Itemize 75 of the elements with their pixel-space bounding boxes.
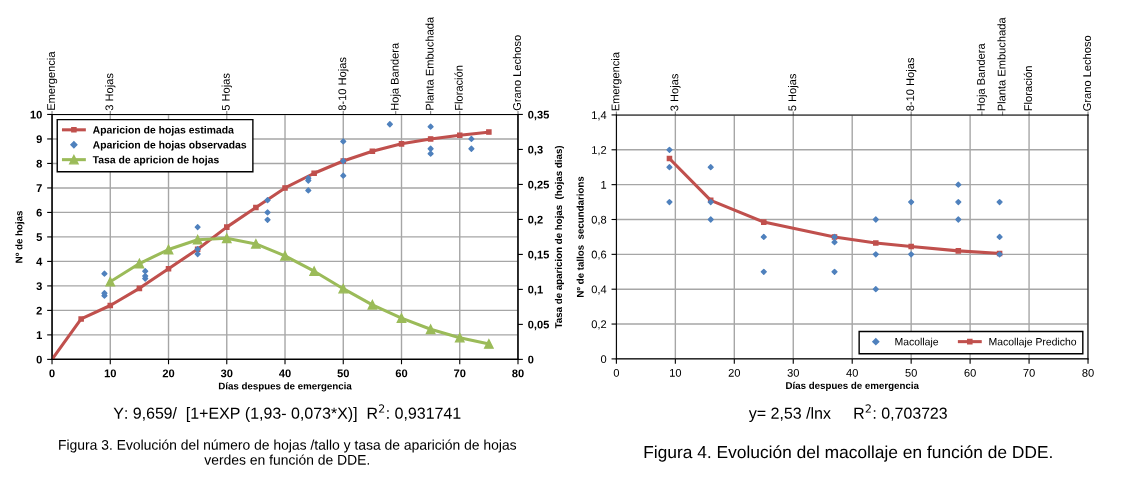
ref-line-label: Grano Lechoso <box>1082 35 1091 111</box>
legend-label: Macollaje <box>895 337 939 348</box>
x-tick-label: 20 <box>162 369 175 378</box>
x-tick-label: 0 <box>49 369 55 378</box>
y-tick-label: 0,8 <box>591 215 607 225</box>
legend-label: Macollaje Predicho <box>989 337 1077 348</box>
x-tick-label: 10 <box>670 368 682 377</box>
x-tick-label: 40 <box>279 369 291 378</box>
x-tick-label: 30 <box>220 369 233 378</box>
ref-line-label: Planta Embuchada <box>425 16 434 110</box>
y2-axis-title: Tasa de aparicion de hojas (hojas dias) <box>554 145 564 329</box>
x-tick-label: 10 <box>104 369 116 378</box>
ref-line-label: Hoja Bandera <box>390 42 401 110</box>
x-tick-label: 20 <box>728 368 741 377</box>
y2-tick-label: 0,15 <box>528 250 550 261</box>
ref-line-label: Emergencia <box>46 51 58 110</box>
text: Figura 3. Evolución del número de hojas /tallo y tasa de aparición de hojas verdes en función de DDE. <box>59 439 517 465</box>
x-tick-label: 50 <box>905 368 917 377</box>
y2-tick-label: 0,2 <box>528 215 543 226</box>
x-tick-label: 70 <box>454 369 466 378</box>
text: y= 2,53 /lnx R$^{2}$: 0,703723 <box>748 404 947 422</box>
y-tick-label: 1,2 <box>592 146 607 156</box>
y2-tick-label: 0,25 <box>528 180 550 191</box>
y-tick-label: 0,6 <box>591 250 607 260</box>
y-tick-label: 1,4 <box>592 111 607 121</box>
ref-line-label: 8-10 Hojas <box>338 57 349 111</box>
y-tick-label: 8 <box>36 159 42 168</box>
y-tick-label: 5 <box>36 233 42 242</box>
y2-tick-label: 0,05 <box>528 320 550 331</box>
x-tick-label: 40 <box>846 368 858 377</box>
y-axis-title: Nº de tallos secundarions <box>576 176 584 297</box>
y-tick-label: 10 <box>30 110 42 119</box>
ref-line-label: 5 Hojas <box>221 73 232 111</box>
x-tick-label: 80 <box>512 369 524 378</box>
y-tick-label: 0 <box>36 355 42 364</box>
y-tick-label: 1 <box>601 181 607 189</box>
legend-label: Tasa de apricion de hojas <box>92 155 219 166</box>
ref-line-label: Hoja Bandera <box>976 43 988 111</box>
y-tick-label: 3 <box>36 282 42 291</box>
y-tick-label: 6 <box>36 208 42 217</box>
y-tick-label: 1 <box>36 331 42 339</box>
y-tick-label: 7 <box>36 184 42 192</box>
x-tick-label: 70 <box>1023 368 1035 377</box>
ref-line-label: Planta Embuchada <box>997 17 1006 111</box>
y-axis-title: Nº de hojas <box>15 210 25 263</box>
x-tick-label: 0 <box>613 368 620 377</box>
x-axis-title: Días despues de emergencia <box>218 382 352 392</box>
y-tick-label: 0,4 <box>591 285 607 295</box>
ref-line-label: 8-10 Hojas <box>905 57 917 111</box>
text: Y: 9,659/ [1+EXP (1,93- 0,073*X)] R$^{2}$: 0,931741 <box>113 404 461 422</box>
ref-line-label: 3 Hojas <box>105 73 116 111</box>
ref-line-label: Emergencia <box>611 52 622 111</box>
ref-line-label: Grano Lechoso <box>512 35 521 111</box>
y-tick-label: 4 <box>36 257 43 266</box>
ref-line-label: Floración <box>1023 66 1033 111</box>
ref-line-label: 5 Hojas <box>788 74 799 111</box>
x-tick-label: 50 <box>337 369 349 378</box>
ref-line-label: Floración <box>454 65 463 110</box>
legend-label: Aparicion de hojas observadas <box>92 140 247 151</box>
y2-tick-label: 0,1 <box>528 285 543 296</box>
x-tick-label: 30 <box>787 368 799 377</box>
ref-line-label: 3 Hojas <box>670 74 681 111</box>
y-tick-label: 2 <box>36 306 42 315</box>
y-tick-label: 0 <box>600 355 607 364</box>
x-tick-label: 60 <box>395 369 408 378</box>
x-tick-label: 60 <box>964 368 976 377</box>
x-axis-title: Días despues de emergencia <box>786 381 920 391</box>
y2-tick-label: 0 <box>528 355 534 364</box>
y2-tick-label: 0,35 <box>528 110 550 121</box>
y-tick-label: 0,2 <box>591 320 607 330</box>
x-tick-label: 80 <box>1082 368 1094 377</box>
y2-tick-label: 0,3 <box>528 145 543 156</box>
text: Figura 4. Evolución del macollaje en función de DDE. <box>644 445 1052 462</box>
legend-label: Aparicion de hojas estimada <box>92 125 234 136</box>
y-tick-label: 9 <box>36 135 42 144</box>
